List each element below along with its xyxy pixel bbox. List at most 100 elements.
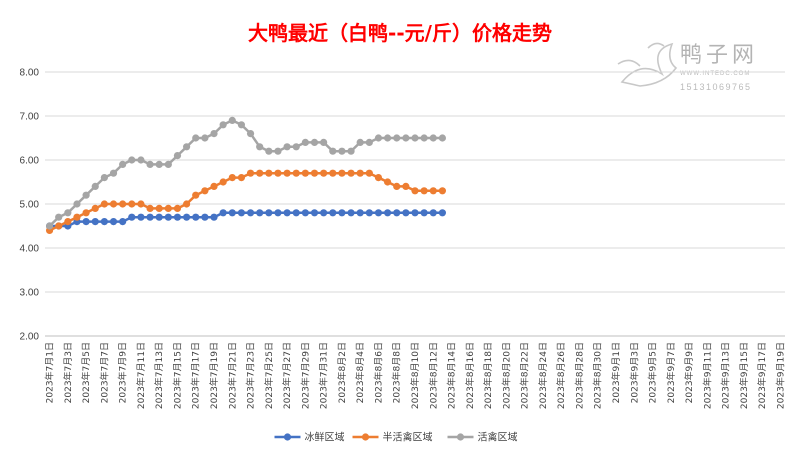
data-point [329,147,337,155]
data-point [164,204,172,212]
x-tick-label: 2023年9月15日 [738,342,750,409]
duck-logo-icon [617,42,678,87]
data-point [237,174,246,182]
x-tick-label: 2023年7月5日 [80,342,92,403]
x-tick-label: 2023年7月25日 [263,342,275,409]
data-point [420,134,428,142]
y-tick-label: 5.00 [20,200,40,211]
watermark: 鸭子网 WWW.INTEDC.COM 15131069765 [617,42,754,92]
x-tick-label: 2023年8月18日 [482,342,494,409]
x-tick-label: 2023年8月4日 [354,342,366,403]
data-point [420,187,428,195]
x-tick-label: 2023年9月1日 [610,342,622,403]
x-tick-label: 2023年7月1日 [44,342,56,403]
data-point [219,178,227,186]
data-point [155,213,163,221]
data-point [438,209,447,217]
data-point [210,182,218,190]
legend-marker [456,433,465,441]
y-tick-label: 4.00 [20,244,40,255]
data-point [183,143,191,151]
data-point [383,178,392,186]
data-point [256,169,264,177]
x-tick-label: 2023年7月9日 [117,342,129,403]
series-line [48,119,443,227]
data-point [100,218,108,226]
data-point [329,169,337,177]
data-point [192,191,200,199]
data-point [283,143,291,151]
data-point [320,209,328,217]
series-0 [45,209,447,230]
data-point [301,209,309,217]
x-tick-label: 2023年9月11日 [701,342,713,409]
x-tick-label: 2023年8月6日 [372,342,384,403]
data-point [146,213,154,221]
x-axis: 2023年7月1日 2023年7月3日 2023年7月5日 2023年7月7日 2023… [44,342,787,409]
data-point [301,169,309,177]
data-point [256,209,264,217]
data-point [109,169,118,177]
data-point [411,187,419,195]
data-point [301,138,309,146]
data-point [183,200,191,208]
chart-title: 大鸭最近（白鸭--元/斤）价格走势 [248,21,552,45]
data-point [274,169,282,177]
series-group [45,116,447,234]
watermark-phone: 15131069765 [680,82,752,92]
data-point [310,169,319,177]
x-tick-label: 2023年7月19日 [208,342,220,409]
x-tick-label: 2023年7月11日 [135,342,147,409]
data-point [246,130,255,138]
data-point [237,209,246,217]
y-tick-label: 8.00 [20,68,40,79]
y-tick-label: 7.00 [20,112,40,123]
data-point [356,169,364,177]
data-point [128,200,136,208]
data-point [310,209,319,217]
gridlines [45,71,785,293]
series-2 [45,116,447,230]
x-tick-label: 2023年9月17日 [756,342,768,409]
data-point [383,209,392,217]
x-tick-label: 2023年8月16日 [464,342,476,409]
x-tick-label: 2023年8月30日 [592,342,604,409]
data-point [173,213,182,221]
data-point [292,169,300,177]
data-point [219,209,227,217]
data-point [82,191,90,199]
x-tick-label: 2023年7月15日 [171,342,183,409]
data-point [146,160,154,168]
x-tick-label: 2023年8月12日 [427,342,439,409]
y-axis: 2.00 3.00 4.00 5.00 6.00 7.00 8.00 [20,68,40,343]
data-point [219,121,227,129]
data-point [119,160,127,168]
data-point [137,200,145,208]
data-point [246,209,255,217]
x-tick-label: 2023年7月17日 [190,342,202,409]
x-tick-label: 2023年8月10日 [409,342,421,409]
data-point [438,134,447,142]
data-point [338,169,346,177]
data-point [365,209,373,217]
data-point [429,134,437,142]
x-tick-label: 2023年7月23日 [245,342,257,409]
x-tick-label: 2023年9月19日 [774,342,786,409]
data-point [383,134,392,142]
legend-marker [283,433,292,441]
data-point [155,160,163,168]
y-tick-label: 6.00 [20,156,40,167]
data-point [429,187,437,195]
data-point [119,200,127,208]
data-point [109,200,118,208]
data-point [82,218,90,226]
data-point [256,143,264,151]
legend-item: 冰鲜区域 [274,431,345,444]
x-tick-label: 2023年7月13日 [153,342,165,409]
data-point [265,147,273,155]
data-point [265,209,273,217]
x-tick-label: 2023年8月20日 [500,342,512,409]
data-point [347,209,355,217]
x-tick-label: 2023年9月7日 [665,342,677,403]
